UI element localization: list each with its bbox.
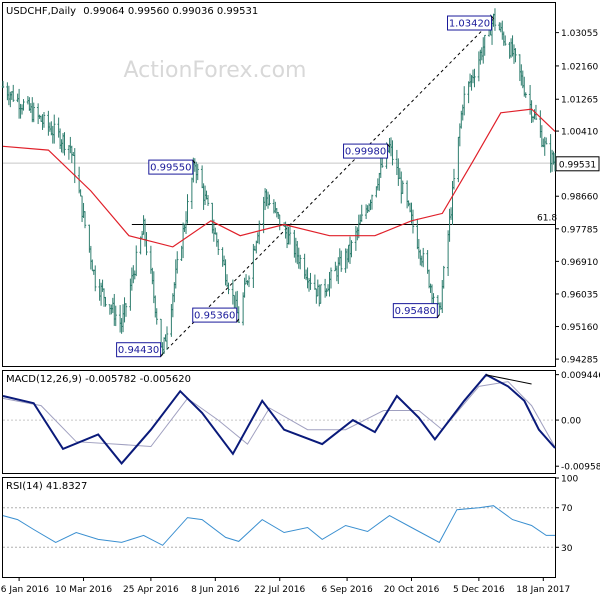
rsi-panel-frame (2, 477, 556, 578)
rsi-tick-label: 70 (561, 504, 573, 514)
price-tick-label: 1.01265 (561, 96, 598, 106)
date-tick-label: 25 Apr 2016 (123, 585, 179, 595)
price-trendline (162, 18, 494, 355)
date-axis: 26 Jan 2016 10 Mar 2016 25 Apr 2016 8 Jun 2… (0, 577, 570, 595)
swing-label-pointer (192, 159, 196, 164)
swing-label-pointer (491, 15, 494, 20)
price-tick-label: 0.95160 (561, 323, 598, 333)
swing-label-text: 0.95360 (194, 311, 235, 322)
macd-tick-label: -0.009588 (561, 463, 600, 473)
fib-618-label: 61.8 (537, 214, 557, 224)
macd-tick-label: 0.009446 (561, 371, 600, 381)
price-tick-label: 0.96035 (561, 290, 598, 300)
price-tick-label: 0.94285 (561, 356, 598, 366)
watermark: ActionForex.com (124, 58, 307, 83)
swing-label-pointer (387, 143, 390, 148)
swing-label-pointer (436, 314, 440, 318)
swing-label-text: 0.99550 (150, 163, 191, 174)
candles (1, 8, 557, 356)
swing-label-box (192, 307, 238, 323)
price-tick-label: 1.02160 (561, 62, 598, 72)
price-tick-label: 0.96910 (561, 258, 598, 268)
date-tick-label: 26 Jan 2016 (0, 585, 49, 595)
swing-label-box (343, 143, 389, 159)
current-price-marker: 0.99531 (555, 156, 600, 172)
price-tick-label: 1.03055 (561, 29, 598, 39)
date-tick-label: 6 Sep 2016 (321, 585, 373, 595)
uptrend-dashed-line (162, 18, 494, 355)
macd-signal-line (2, 381, 556, 448)
rsi-tick-label: 100 (561, 475, 578, 485)
macd-divergence-line (486, 374, 532, 385)
macd-panel-frame (2, 370, 556, 474)
date-tick-label: 18 Jan 2017 (516, 585, 570, 595)
rsi-tick-label: 30 (561, 544, 573, 554)
macd-lines (2, 373, 556, 465)
rsi-line (2, 505, 555, 546)
macd-tick-label: 0.00 (561, 417, 581, 427)
current-price-box (555, 156, 600, 172)
chart-title: USDCHF,Daily 0.99064 0.99560 0.99036 0.9… (6, 6, 258, 17)
rsi-lines (2, 505, 555, 546)
ma-line (2, 108, 556, 248)
swing-label-box (447, 15, 493, 31)
date-tick-label: 22 Jul 2016 (254, 585, 305, 595)
swing-label-box (148, 159, 194, 175)
date-tick-label: 20 Oct 2016 (384, 585, 440, 595)
macd-axis: 0.009446 0.00 -0.009588 (3, 371, 600, 473)
date-tick-label: 10 Mar 2016 (55, 585, 112, 595)
current-price-label: 0.99531 (559, 160, 596, 170)
price-tick-label: 0.97785 (561, 225, 598, 235)
price-tick-label: 0.98660 (561, 193, 598, 203)
date-tick-label: 8 Jun 2016 (191, 585, 240, 595)
swing-label-text: 0.94430 (118, 345, 159, 356)
rsi-axis: 100 70 30 (3, 475, 578, 554)
rsi-title: RSI(14) 41.8327 (6, 481, 87, 492)
price-tick-label: 1.00410 (561, 128, 598, 138)
price-panel-frame (2, 2, 556, 367)
title-ohlc: 0.99064 0.99560 0.99036 0.99531 (83, 6, 258, 17)
swing-label-text: 1.03420 (449, 19, 490, 30)
swing-label-text: 0.99980 (345, 147, 386, 158)
macd-title: MACD(12,26,9) -0.005782 -0.005620 (6, 374, 191, 385)
swing-label-pointer (236, 318, 240, 323)
swing-label-text: 0.95480 (395, 306, 436, 317)
date-tick-label: 5 Dec 2016 (453, 585, 505, 595)
moving-average (2, 108, 556, 248)
price-levels: 61.8 (3, 162, 557, 226)
swing-label-box (392, 303, 438, 319)
swing-label-pointer (160, 353, 164, 357)
macd-main-line (2, 373, 556, 465)
price-labels: 1.03420 0.99550 0.99980 0.95360 0.95480 0.944… (116, 15, 494, 358)
title-symbol: USDCHF,Daily (6, 6, 76, 17)
swing-label-box (116, 342, 162, 358)
